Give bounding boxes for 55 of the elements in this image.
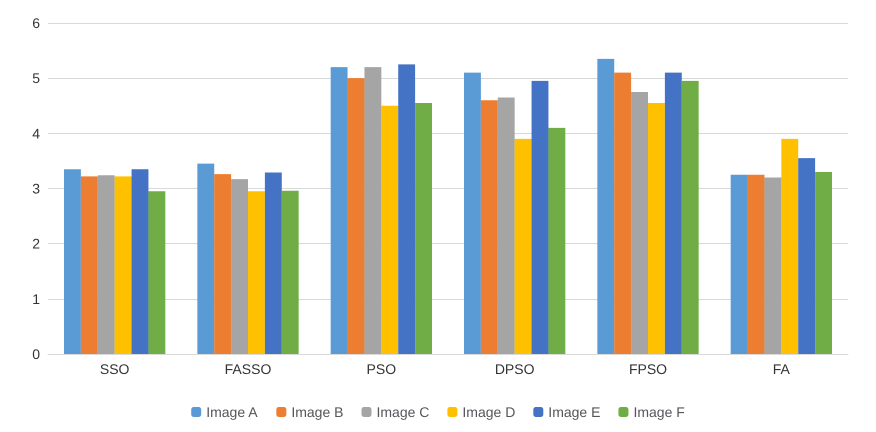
bar	[815, 172, 832, 354]
x-tick-label: DPSO	[494, 361, 535, 377]
y-tick-label: 3	[32, 180, 40, 196]
bar	[132, 169, 148, 354]
y-tick-label: 6	[32, 15, 40, 31]
bar	[664, 72, 682, 354]
y-tick-label: 4	[32, 125, 40, 142]
legend-label: Image E	[548, 404, 600, 420]
bar	[464, 72, 481, 354]
bar	[648, 102, 665, 354]
bar	[764, 177, 782, 354]
bar	[781, 138, 798, 354]
bar	[398, 64, 416, 354]
x-tick-label: PSO	[366, 361, 396, 377]
bar	[480, 100, 498, 354]
bar	[197, 164, 214, 354]
bar	[80, 176, 98, 354]
y-tick-label: 0	[32, 346, 40, 362]
x-tick-label: FA	[772, 361, 791, 377]
bar	[148, 191, 166, 354]
bar	[415, 102, 432, 354]
bar	[748, 174, 764, 354]
bar	[231, 179, 248, 354]
bar	[614, 72, 632, 354]
x-tick-label: FASSO	[224, 361, 272, 377]
bar	[381, 106, 398, 354]
y-tick-label: 2	[32, 236, 40, 252]
bar	[532, 80, 548, 354]
bar	[682, 80, 699, 354]
bar	[631, 92, 648, 354]
bar	[330, 67, 348, 354]
bar	[498, 97, 515, 354]
legend-label: Image B	[291, 404, 344, 420]
bar	[364, 67, 382, 354]
bar	[114, 176, 132, 354]
legend-label: Image A	[206, 404, 258, 420]
legend-label: Image D	[462, 404, 516, 420]
y-tick-label: 5	[32, 70, 40, 86]
bar	[248, 191, 265, 354]
bar	[548, 128, 566, 354]
x-tick-label: FPSO	[628, 361, 668, 377]
legend-label: Image C	[376, 404, 430, 420]
bar	[64, 169, 81, 354]
y-tick-label: 1	[32, 290, 40, 307]
bar	[264, 172, 282, 354]
bar	[98, 175, 115, 354]
bar	[514, 138, 532, 354]
bar	[730, 174, 748, 354]
x-tick-label: SSO	[100, 361, 130, 377]
bar	[348, 78, 364, 354]
bar	[282, 190, 299, 354]
bar	[798, 158, 816, 354]
bar	[597, 58, 614, 354]
bar	[214, 174, 232, 354]
legend-label: Image F	[633, 404, 685, 420]
